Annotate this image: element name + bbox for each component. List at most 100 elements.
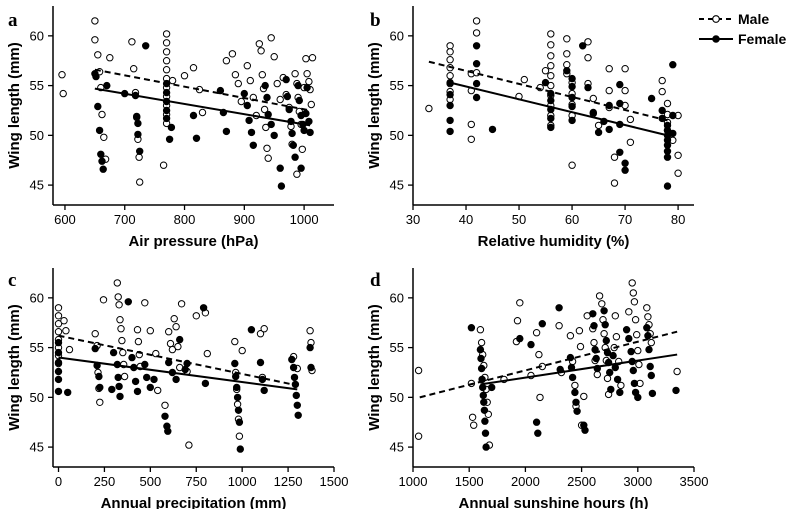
female-data-point <box>467 324 476 332</box>
y-tick-label: 60 <box>390 290 404 305</box>
male-data-point <box>293 170 301 178</box>
x-tick-label: 2000 <box>511 474 540 489</box>
male-data-point <box>547 52 555 60</box>
male-data-point <box>118 336 126 345</box>
female-data-point <box>621 159 629 167</box>
female-data-point <box>54 358 63 367</box>
female-data-point <box>295 96 303 105</box>
female-data-point <box>568 116 576 125</box>
female-data-point <box>563 67 571 75</box>
female-data-point <box>108 385 116 394</box>
female-data-point <box>568 93 576 102</box>
female-data-point <box>288 355 296 364</box>
male-data-point <box>161 401 169 409</box>
male-data-point <box>228 50 237 58</box>
female-data-point <box>133 112 141 121</box>
x-tick-label: 3000 <box>623 474 652 489</box>
male-trend-line <box>428 60 668 122</box>
female-data-point <box>232 372 240 381</box>
female-data-point <box>600 307 608 315</box>
male-data-point <box>658 76 666 85</box>
male-data-point <box>303 70 311 78</box>
female-data-point <box>602 336 610 345</box>
female-data-point <box>165 358 173 367</box>
male-data-point <box>255 40 263 48</box>
male-data-point <box>472 29 481 37</box>
female-data-point <box>616 80 624 89</box>
panel-letter: c <box>8 270 16 291</box>
x-tick-label: 1250 <box>274 474 303 489</box>
male-data-point <box>106 54 114 62</box>
x-tick-label: 800 <box>174 212 196 227</box>
female-data-point <box>164 427 172 435</box>
y-tick-label: 60 <box>30 290 44 305</box>
legend-female: Female <box>699 31 786 47</box>
male-data-point <box>595 292 604 300</box>
male-data-point <box>306 327 314 335</box>
legend-female-filled-circle <box>712 35 720 43</box>
male-data-point <box>238 346 246 355</box>
male-data-point <box>631 316 640 324</box>
female-data-point <box>231 359 239 368</box>
male-data-point <box>174 342 182 351</box>
female-data-point <box>260 386 268 395</box>
male-data-point <box>58 71 66 79</box>
female-data-point <box>646 362 654 371</box>
male-data-point <box>113 279 122 287</box>
y-tick-label: 50 <box>30 390 44 405</box>
y-tick-label: 55 <box>390 78 404 93</box>
female-data-point <box>663 153 672 161</box>
x-tick-label: 0 <box>55 474 62 489</box>
female-data-point <box>634 393 642 402</box>
female-data-point <box>307 363 315 372</box>
male-data-point <box>100 133 108 142</box>
female-data-point <box>236 445 245 453</box>
female-data-point <box>481 429 490 437</box>
female-data-point <box>573 407 581 415</box>
female-data-point <box>647 371 655 380</box>
male-data-point <box>535 350 543 359</box>
male-data-point <box>612 333 621 341</box>
female-data-point <box>99 165 107 173</box>
female-data-point <box>616 388 624 397</box>
male-trend-line <box>58 334 298 387</box>
y-axis-title: Wing length (mm) <box>366 42 383 169</box>
female-data-point <box>270 131 278 140</box>
male-data-point <box>116 316 124 324</box>
female-data-point <box>622 326 631 334</box>
female-data-point <box>305 117 313 126</box>
female-data-point <box>616 99 624 108</box>
male-data-point <box>263 144 271 153</box>
female-data-point <box>306 128 314 137</box>
female-data-point <box>606 368 614 377</box>
female-trend-line <box>449 81 668 137</box>
x-tick-label: 750 <box>185 474 207 489</box>
female-data-point <box>54 375 63 384</box>
male-data-point <box>165 328 173 336</box>
female-data-point <box>571 388 579 397</box>
female-data-point <box>136 147 144 156</box>
male-data-point <box>180 72 189 80</box>
x-tick-label: 1000 <box>228 474 257 489</box>
female-data-point <box>532 418 541 426</box>
male-data-point <box>231 337 239 346</box>
female-data-point <box>247 326 256 334</box>
female-data-point <box>289 141 297 150</box>
male-data-point <box>425 104 433 113</box>
female-data-point <box>240 89 249 98</box>
female-data-point <box>289 363 298 372</box>
female-data-point <box>124 298 133 306</box>
male-data-point <box>414 366 423 375</box>
female-data-point <box>446 90 454 99</box>
female-data-point <box>625 334 633 343</box>
male-data-point <box>643 304 651 312</box>
x-tick-label: 1000 <box>399 474 428 489</box>
female-data-point <box>95 372 103 381</box>
male-data-point <box>65 345 74 354</box>
male-data-point <box>605 65 613 73</box>
female-data-point <box>302 109 310 118</box>
female-data-point <box>609 351 617 360</box>
male-data-point <box>633 331 641 339</box>
female-data-point <box>579 42 587 50</box>
